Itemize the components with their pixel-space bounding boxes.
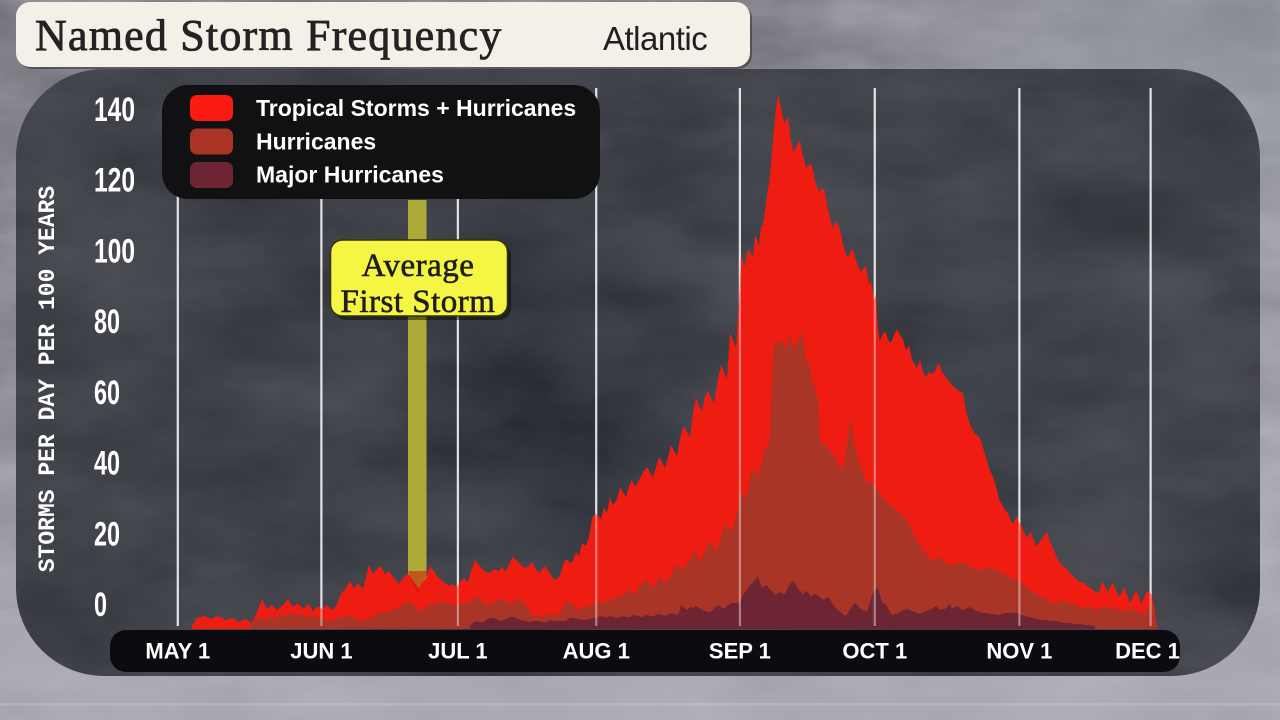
- svg-text:SEP 1: SEP 1: [709, 639, 771, 664]
- svg-text:MAY 1: MAY 1: [145, 639, 210, 664]
- svg-text:80: 80: [94, 303, 120, 341]
- svg-text:Named Storm Frequency: Named Storm Frequency: [35, 11, 503, 60]
- svg-text:0: 0: [94, 586, 107, 624]
- svg-text:20: 20: [94, 515, 120, 553]
- svg-text:AUG 1: AUG 1: [563, 639, 630, 664]
- svg-text:Atlantic: Atlantic: [603, 20, 707, 57]
- svg-text:60: 60: [94, 374, 120, 412]
- svg-text:DEC 1: DEC 1: [1115, 639, 1180, 664]
- svg-text:Average: Average: [362, 248, 475, 284]
- svg-text:OCT 1: OCT 1: [842, 639, 907, 664]
- svg-text:40: 40: [94, 445, 120, 483]
- svg-text:140: 140: [94, 91, 135, 129]
- svg-text:JUL 1: JUL 1: [428, 639, 488, 664]
- svg-text:Hurricanes: Hurricanes: [256, 129, 376, 155]
- svg-text:Tropical Storms + Hurricanes: Tropical Storms + Hurricanes: [256, 95, 576, 121]
- svg-text:First Storm: First Storm: [341, 284, 496, 320]
- svg-text:Major Hurricanes: Major Hurricanes: [256, 162, 444, 188]
- svg-text:NOV 1: NOV 1: [986, 639, 1052, 664]
- svg-text:JUN 1: JUN 1: [290, 639, 352, 664]
- svg-text:120: 120: [94, 162, 135, 200]
- svg-text:STORMS PER DAY PER 100 YEARS: STORMS PER DAY PER 100 YEARS: [35, 186, 61, 573]
- svg-text:100: 100: [94, 232, 135, 270]
